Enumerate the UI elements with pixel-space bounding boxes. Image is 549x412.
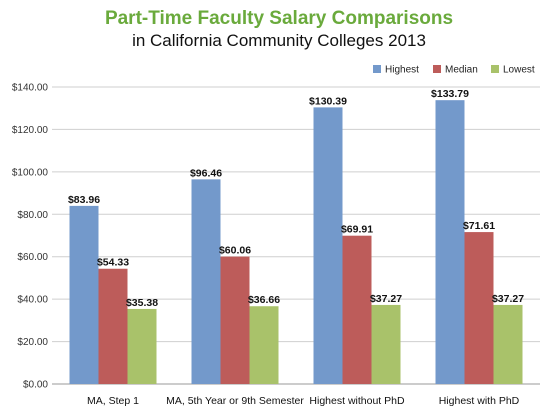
chart-title: Part-Time Faculty Salary Comparisons [105, 8, 453, 29]
data-label: $133.79 [431, 88, 469, 100]
data-label: $36.66 [248, 294, 280, 306]
bar-highest [435, 100, 465, 384]
data-label: $71.61 [463, 220, 495, 232]
y-tick-label: $20.00 [17, 337, 48, 348]
data-label: $83.96 [68, 194, 100, 206]
bar-median [98, 268, 128, 384]
x-category-label: MA, Step 1 [87, 395, 139, 407]
data-label: $54.33 [97, 257, 129, 269]
data-label: $35.38 [126, 297, 158, 309]
legend-swatch-median [433, 65, 441, 73]
chart-subtitle: in California Community Colleges 2013 [132, 31, 426, 50]
y-axis: $0.00 $20.00 $40.00 $60.00 $80.00 $100.00 $120… [12, 83, 49, 391]
bar-median [464, 232, 494, 384]
bar-lowest [127, 308, 157, 384]
bar-series [69, 100, 523, 384]
legend: Highest Median Lowest [373, 65, 535, 76]
x-category-label: Highest with PhD [439, 395, 520, 407]
x-category-label: MA, 5th Year or 9th Semester [166, 395, 304, 407]
y-tick-label: $140.00 [12, 83, 49, 94]
data-label: $130.39 [309, 95, 347, 107]
legend-label-lowest: Lowest [503, 65, 535, 76]
y-tick-label: $0.00 [23, 380, 48, 391]
bar-highest [313, 107, 343, 384]
bar-highest [191, 179, 221, 384]
y-tick-label: $40.00 [17, 295, 48, 306]
y-tick-label: $100.00 [12, 167, 49, 178]
legend-swatch-highest [373, 65, 381, 73]
data-label: $96.46 [190, 167, 222, 179]
bar-median [342, 235, 372, 384]
y-tick-label: $80.00 [17, 210, 48, 221]
data-label: $37.27 [492, 293, 524, 305]
bar-lowest [493, 304, 523, 384]
legend-swatch-lowest [491, 65, 499, 73]
bar-highest [69, 205, 99, 384]
data-label: $69.91 [341, 224, 373, 236]
x-category-label: Highest without PhD [309, 395, 405, 407]
y-tick-label: $120.00 [12, 125, 49, 136]
bar-lowest [371, 304, 401, 384]
x-axis: MA, Step 1 MA, 5th Year or 9th Semester Hi… [87, 395, 520, 407]
legend-label-highest: Highest [385, 65, 419, 76]
data-label: $37.27 [370, 293, 402, 305]
legend-label-median: Median [445, 65, 478, 76]
data-label: $60.06 [219, 245, 251, 257]
y-tick-label: $60.00 [17, 252, 48, 263]
data-labels: $83.96 $54.33 $35.38 $96.46 $60.06 $36.66 $130… [68, 88, 524, 309]
bar-lowest [249, 306, 279, 384]
bar-median [220, 256, 250, 384]
